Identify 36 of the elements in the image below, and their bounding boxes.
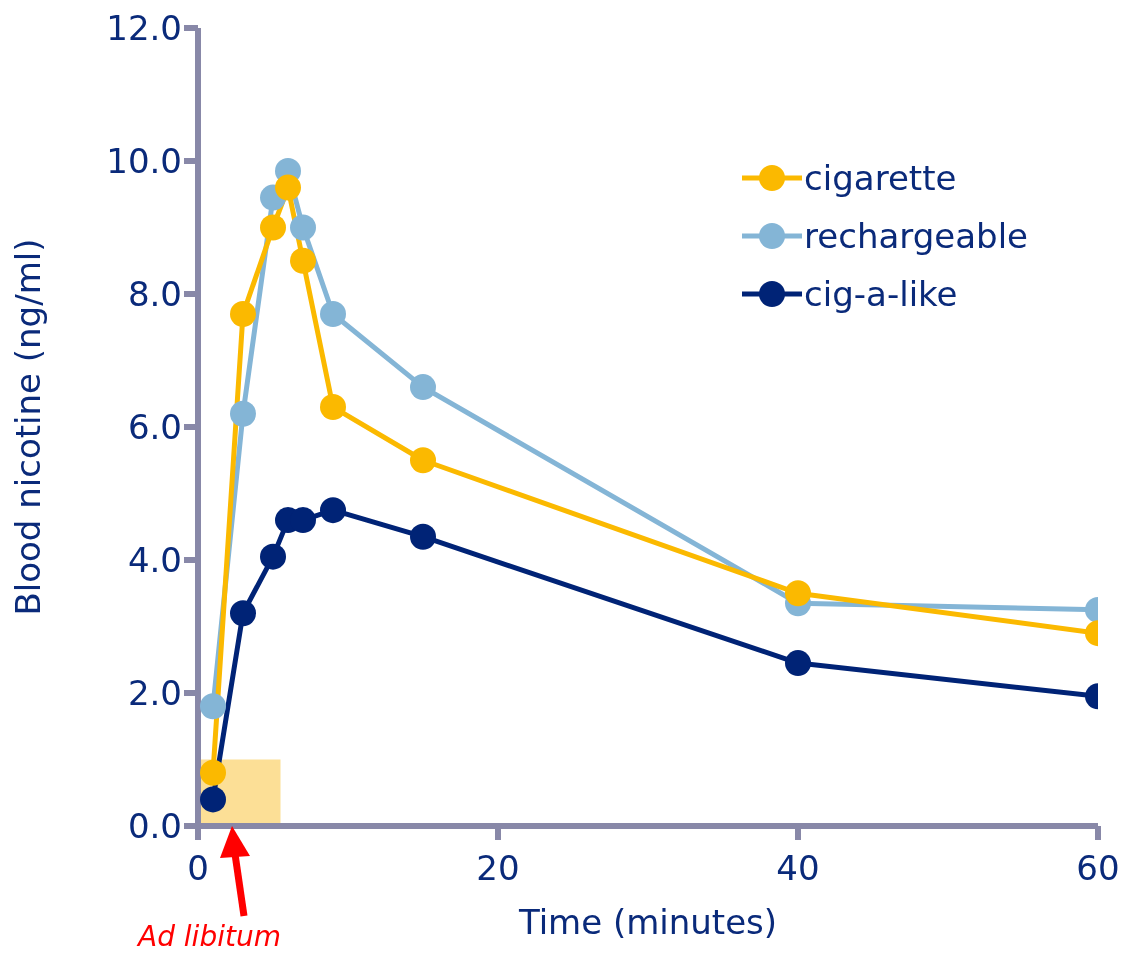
point: [785, 580, 811, 607]
point: [290, 214, 316, 241]
point: [200, 786, 226, 813]
x-axis-title: Time (minutes): [517, 902, 778, 942]
y-tick-label: 4.0: [127, 540, 182, 581]
point: [410, 447, 436, 474]
point: [230, 300, 256, 327]
y-tick-label: 6.0: [127, 407, 182, 448]
point: [320, 394, 346, 421]
y-tick-label: 0.0: [127, 806, 182, 847]
point: [320, 497, 346, 524]
point: [410, 523, 436, 550]
x-tick-label: 60: [1076, 848, 1120, 889]
legend-label: cigarette: [804, 158, 957, 198]
point: [785, 650, 811, 677]
y-tick-label: 8.0: [127, 274, 182, 315]
point: [260, 214, 286, 241]
point: [260, 543, 286, 570]
x-tick-label: 20: [476, 848, 520, 889]
y-axis-title: Blood nicotine (ng/ml): [8, 238, 49, 616]
point: [275, 174, 301, 201]
text: Ad libitum: [138, 920, 281, 953]
point: [230, 400, 256, 427]
point: [200, 693, 226, 720]
x-tick-label: 0: [187, 848, 209, 889]
y-tick-label: 10.0: [106, 141, 182, 182]
x-tick-label: 40: [776, 848, 820, 889]
y-tick-label: 2.0: [127, 673, 182, 714]
legend-label: cig-a-like: [804, 274, 958, 314]
y-tick-label: 12.0: [106, 8, 182, 49]
point: [200, 759, 226, 786]
point: [230, 600, 256, 627]
point: [410, 374, 436, 401]
point: [320, 300, 346, 327]
legend-label: rechargeable: [804, 216, 1028, 256]
point: [290, 247, 316, 274]
